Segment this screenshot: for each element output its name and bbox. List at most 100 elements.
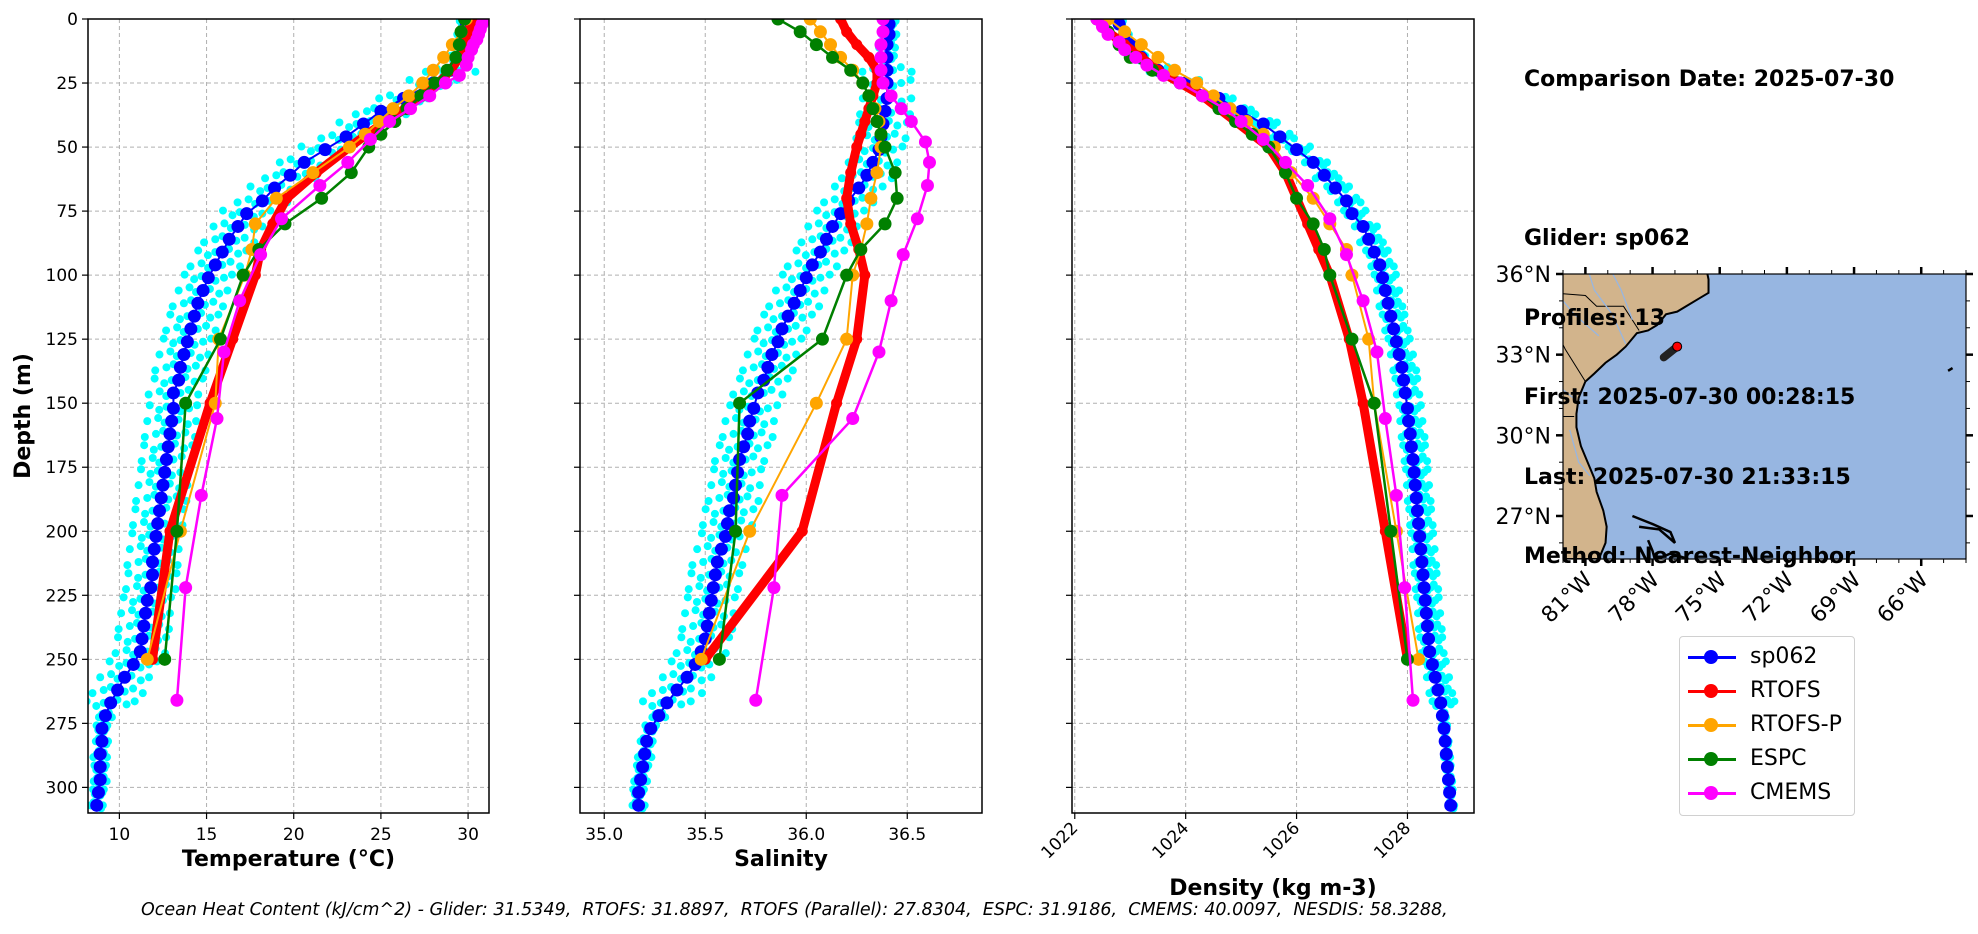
glider-profile-point <box>735 374 744 383</box>
series-point-rtofs-p <box>269 191 283 205</box>
series-point-sp062 <box>165 414 179 428</box>
glider-profile-point <box>822 257 831 266</box>
glider-profile-point <box>174 286 183 295</box>
series-point-sp062 <box>1256 117 1270 131</box>
series-point-sp062 <box>1373 258 1387 272</box>
series-point-sp062 <box>187 309 201 323</box>
glider-profile-point <box>151 429 160 438</box>
series-point-espc <box>179 396 193 410</box>
glider-profile-point <box>707 533 716 542</box>
series-point-sp062 <box>652 709 666 723</box>
x-tick-label: 25 <box>370 825 392 845</box>
glider-profile-point <box>771 286 780 295</box>
series-point-sp062 <box>1416 568 1430 582</box>
glider-profile-point <box>214 310 223 319</box>
glider-profile-point <box>1429 529 1438 538</box>
glider-profile-point <box>179 299 188 308</box>
bahamas-island <box>1646 539 1656 559</box>
series-point-cmems <box>1140 58 1154 72</box>
legend-item-sp062: sp062 <box>1680 641 1854 675</box>
glider-profile-point <box>745 379 754 388</box>
glider-profile-point <box>123 561 132 570</box>
series-line-sp062 <box>95 23 468 807</box>
series-point-espc <box>1317 243 1331 257</box>
series-point-espc <box>826 50 840 64</box>
glider-profile-point <box>1420 433 1429 442</box>
series-point-sp062 <box>111 683 125 697</box>
glider-profile-point <box>137 465 146 474</box>
y-tick-label: 25 <box>56 74 78 94</box>
glider-profile-point <box>166 347 175 356</box>
x-tick-label: 1028 <box>1370 818 1415 863</box>
glider-profile-point <box>196 353 205 362</box>
glider-profile-point <box>111 649 120 658</box>
glider-profile-point <box>791 321 800 330</box>
glider-profile-point <box>218 302 227 311</box>
glider-profile-point <box>1439 649 1448 658</box>
glider-profile-point <box>753 326 762 335</box>
glider-profile-point <box>1436 609 1445 618</box>
series-point-rtofs-p <box>809 396 823 410</box>
glider-profile-point <box>115 661 124 670</box>
glider-profile-point <box>737 516 746 525</box>
series-point-sp062 <box>708 568 722 582</box>
plot-area <box>628 19 936 813</box>
glider-profile-point <box>896 63 905 72</box>
series-point-sp062 <box>1425 657 1439 671</box>
glider-profile-point <box>804 297 813 306</box>
series-point-sp062 <box>215 245 229 259</box>
glider-profile-point <box>687 569 696 578</box>
glider-profile-point <box>144 390 153 399</box>
y-tick-label: 75 <box>56 202 78 222</box>
glider-profile-point <box>890 129 899 138</box>
glider-profile-point <box>677 700 686 709</box>
glider-profile-point <box>684 585 693 594</box>
glider-profile-point <box>202 321 211 330</box>
series-point-sp062 <box>104 696 118 710</box>
y-tick-label: 275 <box>46 714 78 734</box>
legend-label: CMEMS <box>1750 780 1832 805</box>
glider-profile-point <box>797 334 806 343</box>
glider-profile-point <box>125 622 134 631</box>
glider-profile-point <box>96 673 105 682</box>
glider-profile-point <box>739 387 748 396</box>
glider-profile-point <box>143 417 152 426</box>
series-point-sp062 <box>1441 773 1455 787</box>
series-point-sp062 <box>93 747 107 761</box>
glider-profile-point <box>236 262 245 271</box>
glider-profile-point <box>658 686 667 695</box>
series-point-espc <box>170 524 184 538</box>
glider-profile-point <box>226 257 235 266</box>
river <box>1588 274 1627 345</box>
glider-profile-point <box>168 302 177 311</box>
glider-profile-point <box>227 270 236 279</box>
glider-profile-point <box>190 275 199 284</box>
series-point-cmems <box>1118 43 1132 57</box>
glider-profile-point <box>186 262 195 271</box>
glider-profile-point <box>1434 585 1443 594</box>
glider-profile-point <box>317 134 326 143</box>
glider-profile-point <box>134 573 143 582</box>
glider-profile-point <box>718 433 727 442</box>
series-point-sp062 <box>1328 181 1342 195</box>
series-point-sp062 <box>1434 696 1448 710</box>
glider-profile-point <box>386 91 395 100</box>
series-point-sp062 <box>149 529 163 543</box>
temperature-panel: 10 15 20 25 30025507510012515017520022525027… <box>46 10 490 872</box>
glider-profile-point <box>715 493 724 502</box>
glider-profile-point <box>1427 505 1436 514</box>
series-point-cmems <box>874 63 888 77</box>
glider-profile-point <box>1361 206 1370 215</box>
series-point-cmems <box>1129 50 1143 64</box>
glider-profile-point <box>1272 118 1281 127</box>
glider-profile-point <box>774 377 783 386</box>
glider-profile-point <box>721 417 730 426</box>
legend-marker <box>1704 786 1718 800</box>
series-point-espc <box>236 268 250 282</box>
glider-profile-point <box>209 297 218 306</box>
bahamas-island <box>1631 514 1677 544</box>
series-point-sp062 <box>640 734 654 748</box>
glider-profile-point <box>695 582 704 591</box>
series-point-cmems <box>749 693 763 707</box>
series-point-espc <box>214 332 228 346</box>
